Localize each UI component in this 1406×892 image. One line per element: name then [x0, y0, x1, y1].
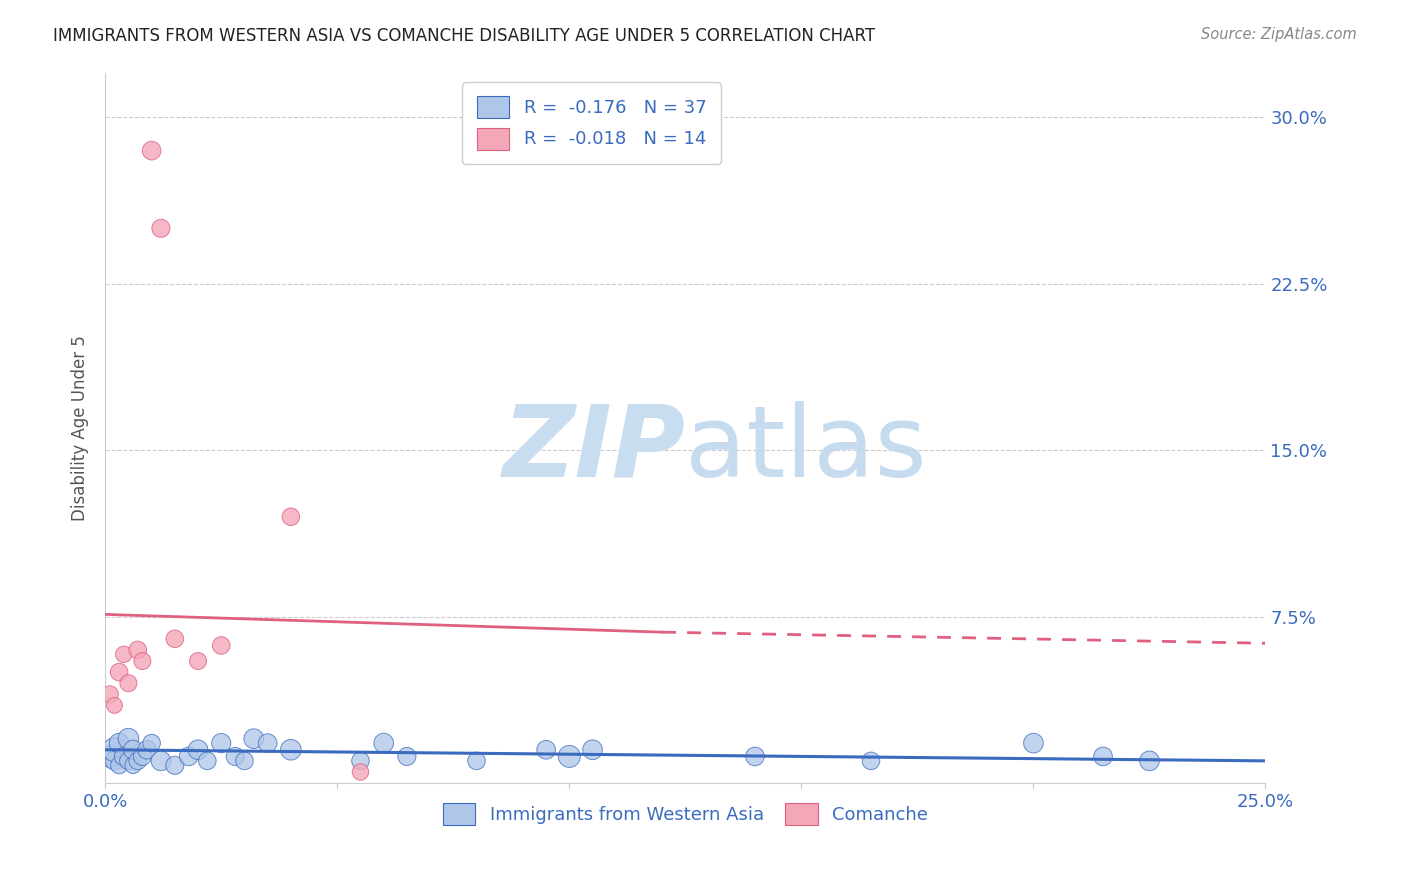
Point [256, 736, 278, 750]
Y-axis label: Disability Age Under 5: Disability Age Under 5 [72, 335, 89, 521]
Point [127, 754, 149, 768]
Point [187, 743, 209, 757]
Point [163, 632, 186, 646]
Point [744, 749, 766, 764]
Point [373, 736, 395, 750]
Point [163, 758, 186, 772]
Point [1139, 754, 1161, 768]
Point [131, 654, 153, 668]
Point [98, 687, 121, 701]
Point [581, 743, 603, 757]
Point [187, 654, 209, 668]
Point [117, 731, 139, 746]
Text: Source: ZipAtlas.com: Source: ZipAtlas.com [1201, 27, 1357, 42]
Point [112, 648, 135, 662]
Text: ZIP: ZIP [502, 401, 685, 498]
Point [233, 754, 256, 768]
Point [349, 764, 371, 779]
Point [195, 754, 218, 768]
Point [98, 749, 121, 764]
Point [242, 731, 264, 746]
Point [177, 749, 200, 764]
Point [1022, 736, 1045, 750]
Point [149, 754, 172, 768]
Text: atlas: atlas [685, 401, 927, 498]
Point [103, 743, 125, 757]
Point [280, 743, 302, 757]
Point [558, 749, 581, 764]
Point [280, 509, 302, 524]
Point [1092, 749, 1115, 764]
Point [127, 643, 149, 657]
Point [209, 639, 232, 653]
Point [108, 758, 131, 772]
Point [122, 758, 145, 772]
Point [112, 749, 135, 764]
Point [141, 144, 163, 158]
Text: IMMIGRANTS FROM WESTERN ASIA VS COMANCHE DISABILITY AGE UNDER 5 CORRELATION CHAR: IMMIGRANTS FROM WESTERN ASIA VS COMANCHE… [53, 27, 876, 45]
Legend: Immigrants from Western Asia, Comanche: Immigrants from Western Asia, Comanche [433, 794, 938, 834]
Point [103, 698, 125, 713]
Point [117, 754, 139, 768]
Point [859, 754, 882, 768]
Point [149, 221, 172, 235]
Point [395, 749, 418, 764]
Point [224, 749, 246, 764]
Point [534, 743, 557, 757]
Point [349, 754, 371, 768]
Point [131, 749, 153, 764]
Point [122, 743, 145, 757]
Point [209, 736, 232, 750]
Point [103, 754, 125, 768]
Point [108, 665, 131, 679]
Point [108, 736, 131, 750]
Point [465, 754, 488, 768]
Point [117, 676, 139, 690]
Point [141, 736, 163, 750]
Point [136, 743, 159, 757]
